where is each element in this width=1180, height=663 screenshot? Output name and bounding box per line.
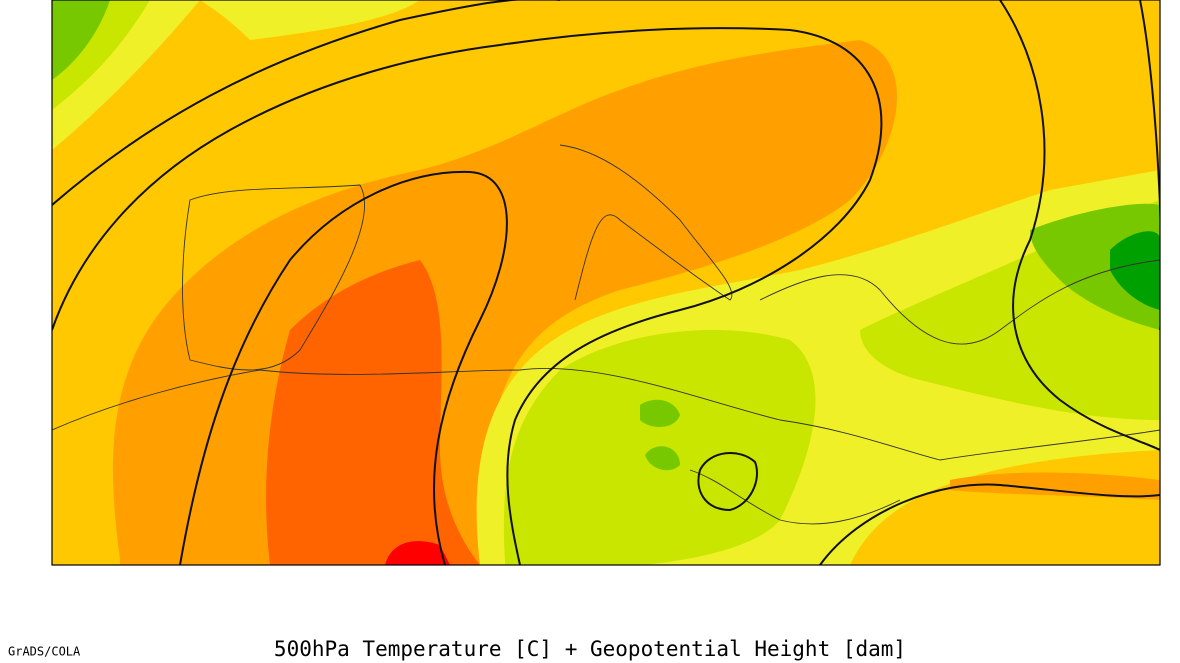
height-contour bbox=[52, 0, 560, 206]
credit: GrADS/COLA bbox=[8, 645, 81, 659]
height-contour bbox=[52, 27, 883, 565]
coastline bbox=[52, 367, 1160, 461]
coastline bbox=[182, 184, 365, 371]
height-contour bbox=[697, 451, 758, 512]
height-contour bbox=[1139, 0, 1160, 330]
height-contour bbox=[179, 170, 508, 565]
temperature-field bbox=[52, 0, 1160, 565]
height-contour bbox=[819, 483, 1160, 565]
coastline bbox=[759, 259, 1160, 345]
map-frame bbox=[51, 0, 1161, 566]
coastline bbox=[689, 469, 901, 525]
coastline bbox=[559, 144, 733, 301]
title: 500hPa Temperature [C] + Geopotential He… bbox=[274, 637, 906, 661]
height-contour bbox=[999, 0, 1160, 451]
